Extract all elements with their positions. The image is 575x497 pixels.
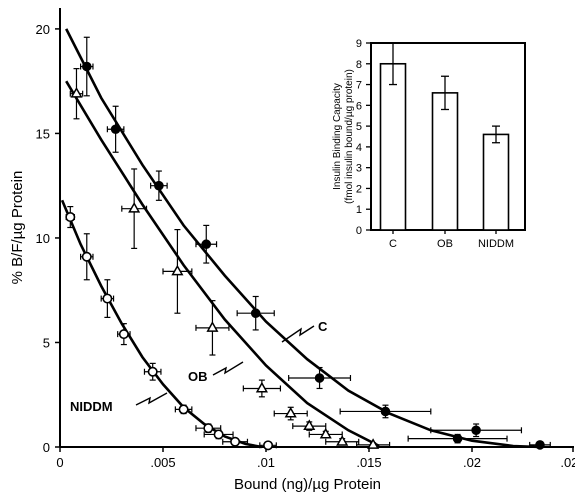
inset-category-label: OB	[437, 238, 453, 250]
x-tick-label: .02	[463, 455, 481, 470]
series-niddm-point	[213, 429, 224, 440]
series-c-curve	[65, 28, 541, 449]
inset-y-tick-label: 9	[356, 38, 362, 50]
x-axis-title: Bound (ng)/µg Protein	[234, 476, 381, 493]
series-label-ob-leader	[212, 361, 244, 376]
series-niddm-point	[65, 212, 76, 223]
inset-y-tick-label: 2	[356, 183, 362, 195]
inset-category-label: NIDDM	[478, 238, 514, 250]
series-niddm-point	[81, 251, 92, 262]
series-ob-point	[303, 419, 316, 431]
series-niddm-point	[147, 366, 158, 377]
series-c-point	[535, 440, 545, 450]
inset-bar	[431, 92, 459, 231]
series-ob-point	[171, 264, 184, 276]
inset-y-tick-label: 1	[356, 204, 362, 216]
series-ob-point	[284, 406, 297, 418]
series-niddm-point	[263, 440, 274, 451]
series-ob-point	[206, 321, 219, 332]
series-c-point	[250, 308, 261, 319]
series-label-c: C	[318, 319, 328, 334]
series-ob-point	[319, 427, 332, 439]
x-tick-label: .015	[356, 455, 381, 470]
inset-y-tick-label: 7	[356, 80, 362, 92]
inset-y-tick-label: 0	[356, 225, 362, 237]
inset-y-tick-label: 8	[356, 59, 362, 71]
series-ob-point	[367, 438, 380, 449]
y-tick-label: 15	[36, 126, 50, 141]
x-tick-label: .01	[257, 455, 275, 470]
inset-bar	[379, 62, 407, 231]
series-ob-point	[336, 435, 349, 446]
series-ob-point	[255, 381, 268, 393]
series-niddm-point	[230, 436, 241, 447]
y-axis-title: % B/F/µg Protein	[9, 171, 26, 285]
x-tick-label: 0	[56, 455, 63, 470]
series-label-niddm: NIDDM	[70, 399, 113, 414]
main-plot: 0.005.01.015.02.02505101520Bound (ng)/µg…	[9, 8, 575, 493]
inset-y-axis-title-line: Insulin Binding Capacity	[332, 83, 343, 190]
series-c-point	[201, 239, 212, 250]
series-niddm-point	[203, 423, 214, 434]
series-ob-curve	[65, 80, 380, 448]
inset-y-tick-label: 3	[356, 163, 362, 175]
series-ob-point	[128, 201, 141, 213]
y-tick-label: 20	[36, 22, 50, 37]
x-tick-label: .005	[150, 455, 175, 470]
inset-y-tick-label: 4	[356, 142, 362, 154]
y-tick-label: 5	[43, 335, 50, 350]
series-niddm-point	[178, 404, 189, 415]
inset-y-tick-label: 5	[356, 121, 362, 133]
series-label-ob: OB	[188, 369, 208, 384]
series-c-point	[452, 433, 463, 444]
y-tick-label: 0	[43, 440, 50, 455]
series-c-point	[471, 425, 481, 436]
x-tick-label: .025	[560, 455, 575, 470]
y-tick-label: 10	[36, 231, 50, 246]
series-c-point	[81, 61, 92, 72]
inset-y-tick-label: 6	[356, 100, 362, 112]
inset-y-axis-title: Insulin Binding Capacity(fmol insulin bo…	[332, 69, 355, 204]
series-c-point	[380, 406, 391, 417]
inset-bar-chart: 0 1 2 3 4 5 6 7 8 9 C OB NIDDM Insulin Binding Capaci…	[332, 38, 526, 250]
series-label-c-leader	[281, 325, 315, 343]
series-c-point	[110, 124, 121, 135]
inset-category-label: C	[389, 238, 397, 250]
series-ob-point	[70, 86, 83, 98]
inset-bar	[482, 133, 510, 231]
series-niddm-point	[118, 329, 129, 340]
series-label-niddm-leader	[135, 392, 168, 406]
series-c-point	[314, 373, 325, 383]
series-c-point	[154, 180, 164, 191]
series-niddm-point	[102, 293, 113, 304]
inset-y-axis-title-line: (fmol insulin bound/µg protein)	[344, 69, 355, 204]
